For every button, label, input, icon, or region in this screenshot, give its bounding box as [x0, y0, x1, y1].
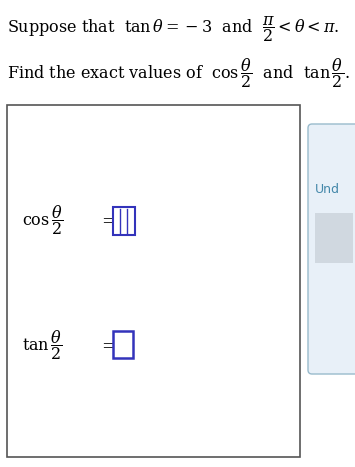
Bar: [113, 207, 135, 235]
Text: $\tan\dfrac{\theta}{2}$: $\tan\dfrac{\theta}{2}$: [22, 328, 63, 362]
Text: $=$: $=$: [98, 337, 116, 354]
Text: Find the exact values of  $\cos\dfrac{\theta}{2}$  and  $\tan\dfrac{\theta}{2}$.: Find the exact values of $\cos\dfrac{\th…: [7, 56, 350, 90]
Text: $=$: $=$: [98, 212, 116, 228]
FancyBboxPatch shape: [308, 124, 355, 374]
Bar: [7, 105, 300, 457]
Bar: [113, 331, 133, 358]
Bar: [315, 213, 353, 263]
Text: Und: Und: [315, 183, 340, 196]
Text: Suppose that  $\tan\theta = -3$  and  $\dfrac{\pi}{2} < \theta < \pi$.: Suppose that $\tan\theta = -3$ and $\dfr…: [7, 14, 339, 44]
Text: $\cos\dfrac{\theta}{2}$: $\cos\dfrac{\theta}{2}$: [22, 203, 64, 237]
